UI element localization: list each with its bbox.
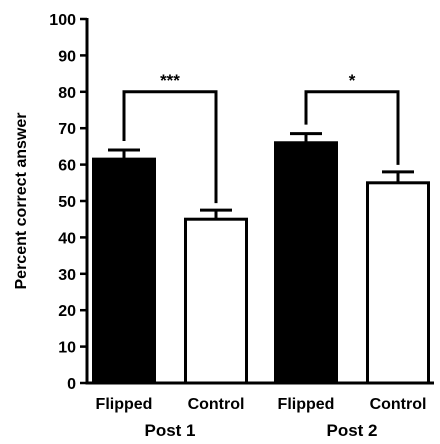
significance-bracket <box>122 90 218 204</box>
category-label: Control <box>370 396 427 413</box>
category-label: Control <box>188 396 245 413</box>
y-axis-label: Percent correct answer <box>13 113 30 290</box>
significance-bracket <box>304 90 400 165</box>
group-label: Post 2 <box>326 421 377 440</box>
significance-label: *** <box>160 71 180 90</box>
y-tick-label: 90 <box>58 48 76 65</box>
y-tick-label: 30 <box>58 267 76 284</box>
y-tick-label: 50 <box>58 194 76 211</box>
bar-control <box>366 181 430 385</box>
group-label: Post 1 <box>144 421 195 440</box>
bars <box>92 132 430 385</box>
y-tick-label: 80 <box>58 85 76 102</box>
y-tick-label: 20 <box>58 303 76 320</box>
y-tick-label: 60 <box>58 158 76 175</box>
y-tick-label: 40 <box>58 230 76 247</box>
y-tick-label: 100 <box>49 12 76 29</box>
bar-control <box>184 217 248 385</box>
bar-flipped <box>92 157 156 385</box>
category-label: Flipped <box>278 396 335 413</box>
bar-flipped <box>274 141 338 385</box>
significance-annotations: *** * <box>122 71 400 204</box>
labels: Percent correct answer Flipped Control Post… <box>13 113 426 440</box>
significance-label: * <box>349 71 356 90</box>
y-tick-label: 70 <box>58 121 76 138</box>
y-tick-label: 10 <box>58 340 76 357</box>
y-tick-label: 0 <box>67 376 76 393</box>
category-label: Flipped <box>96 396 153 413</box>
